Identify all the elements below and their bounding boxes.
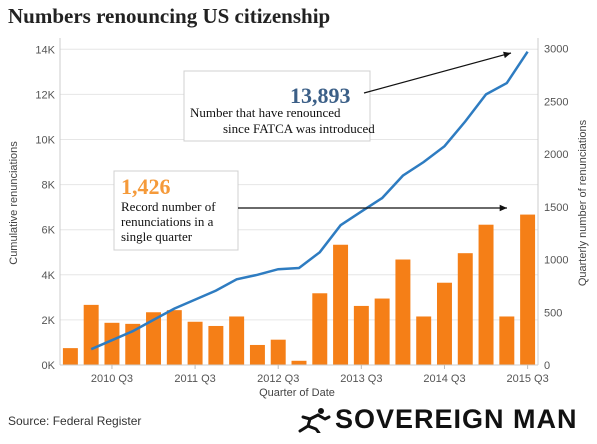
bar xyxy=(229,316,245,365)
annotation-total-text-1: Number that have renounced xyxy=(190,105,341,120)
y-right-tick-label: 1000 xyxy=(544,255,568,267)
chart-title: Numbers renouncing US citizenship xyxy=(8,4,331,28)
y-left-tick-label: 4K xyxy=(42,270,56,282)
bar xyxy=(187,321,203,365)
y-left-tick-label: 6K xyxy=(42,225,56,237)
annotation-total-arrowhead xyxy=(503,51,511,59)
x-tick-label: 2013 Q3 xyxy=(340,373,382,385)
annotation-record-text-2: renunciations in a xyxy=(121,214,214,229)
annotation-total-box xyxy=(183,70,371,142)
bar xyxy=(353,305,369,365)
annotation-record-box xyxy=(113,170,239,251)
annotation-total-arrow xyxy=(363,52,512,94)
y-right-axis-label: Quarterly number of renunciations xyxy=(577,119,589,286)
y-right-tick-label: 500 xyxy=(544,307,562,319)
x-tick-label: 2012 Q3 xyxy=(257,373,299,385)
bar xyxy=(270,339,286,365)
bar xyxy=(104,322,120,365)
y-right-tick-label: 2500 xyxy=(544,96,568,108)
y-left-tick-label: 0K xyxy=(42,360,56,372)
bar xyxy=(416,316,432,365)
annotation-record-value: 1,426 xyxy=(121,174,171,199)
source-note: Source: Federal Register xyxy=(8,414,142,428)
y-right-tick-label: 2000 xyxy=(544,149,568,161)
brand-logo: SOVEREIGN MAN xyxy=(298,404,578,435)
x-tick-label: 2015 Q3 xyxy=(507,373,549,385)
bar xyxy=(249,344,265,365)
bar xyxy=(520,214,536,365)
bars xyxy=(62,214,536,365)
bar xyxy=(457,253,473,365)
bar xyxy=(83,304,99,365)
x-tick-label: 2011 Q3 xyxy=(174,373,215,385)
y-left-tick-label: 14K xyxy=(35,44,55,56)
brand-name: SOVEREIGN MAN xyxy=(335,404,578,434)
bar xyxy=(312,293,328,365)
annotation-record-arrowhead xyxy=(499,204,507,212)
y-right-tick-label: 3000 xyxy=(544,44,568,56)
annotation-record: 1,426 Record number of renunciations in … xyxy=(113,170,239,251)
bar xyxy=(291,360,307,365)
running-man-icon xyxy=(298,408,331,433)
bar xyxy=(478,224,494,365)
cumulative-line xyxy=(90,51,529,351)
bar xyxy=(208,325,224,365)
bar xyxy=(62,348,78,365)
annotation-total-value: 13,893 xyxy=(290,83,351,108)
y-right-tick-label: 0 xyxy=(544,360,550,372)
y-left-tick-label: 2K xyxy=(42,315,56,327)
annotation-record-text-3: single quarter xyxy=(121,229,193,244)
annotation-record-text-1: Record number of xyxy=(121,199,216,214)
bar xyxy=(499,316,515,365)
y-left-tick-label: 10K xyxy=(35,134,55,146)
y-left-tick-label: 12K xyxy=(35,89,55,101)
y-left-tick-label: 8K xyxy=(42,180,56,192)
annotation-total: 13,893 Number that have renounced since … xyxy=(183,70,375,142)
y-left-axis-label: Cumulative renunciations xyxy=(8,141,20,265)
bar xyxy=(374,298,390,365)
x-axis-label: Quarter of Date xyxy=(259,387,335,399)
axes: 0K 2K 4K 6K 8K 10K 12K 14K 0 500 1000 1500 2000 2500 3… xyxy=(35,38,568,385)
bar xyxy=(395,259,411,365)
bar xyxy=(166,310,182,365)
y-right-tick-label: 1500 xyxy=(544,202,568,214)
annotation-total-text-2: since FATCA was introduced xyxy=(223,121,375,136)
x-tick-label: 2014 Q3 xyxy=(423,373,465,385)
bar xyxy=(146,312,162,365)
x-tick-label: 2010 Q3 xyxy=(91,373,133,385)
bar xyxy=(333,244,349,365)
bar xyxy=(436,282,452,365)
